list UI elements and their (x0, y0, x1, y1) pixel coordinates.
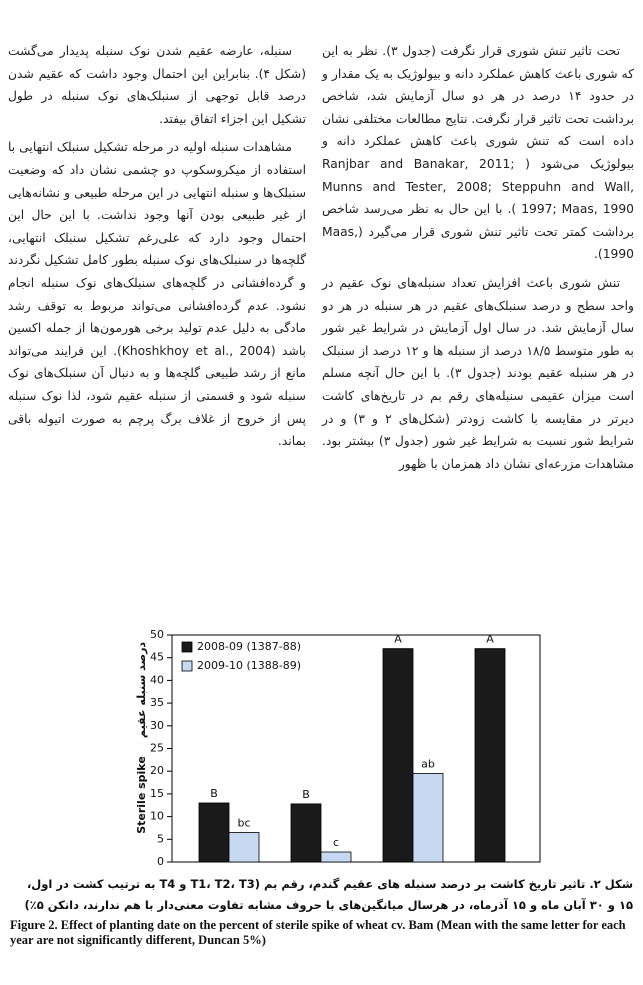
y-tick-label: 50 (150, 628, 164, 641)
y-axis-label: Sterile spike (135, 756, 148, 834)
y-tick-label: 45 (150, 651, 164, 664)
legend-label: 2008-09 (1387-88) (197, 640, 301, 653)
legend-label: 2009-10 (1388-89) (197, 659, 301, 672)
significance-letter: bc (237, 816, 250, 829)
significance-letter: B (210, 787, 218, 800)
significance-letter: B (302, 788, 310, 801)
text-column: سنبله، عارضه عقیم شدن نوک سنبله پدیدار م… (8, 40, 306, 459)
bar (382, 648, 414, 863)
significance-letter: A (486, 633, 494, 646)
bar (320, 851, 352, 863)
y-tick-label: 5 (157, 832, 164, 845)
caption-fa: شکل ۲. تاثیر تاریخ کاشت بر درصد سنبله ها… (24, 877, 633, 912)
caption-en: Figure 2. Effect of planting date on the… (10, 918, 626, 947)
y-tick-label: 30 (150, 719, 164, 732)
y-tick-label: 0 (157, 855, 164, 868)
paragraph: تنش شوری باعث افزایش تعداد سنبله‌های نوک… (322, 275, 635, 471)
significance-letter: A (394, 633, 402, 646)
bar (474, 648, 506, 863)
bar (198, 802, 230, 863)
significance-letter: ab (421, 757, 435, 770)
y-tick-label: 15 (150, 787, 164, 800)
paragraph: مشاهدات سنبله اولیه در مرحله تشکیل سنبلک… (8, 140, 306, 449)
bar (228, 832, 260, 863)
y-axis-label: درصد سنبله عقیم (135, 642, 148, 738)
bar (290, 803, 322, 863)
legend-swatch (181, 660, 193, 672)
text-column: تحت تاثیر تنش شوری قرار نگرفت (جدول ۳). … (322, 40, 634, 481)
significance-letter: c (333, 836, 339, 849)
y-tick-label: 40 (150, 673, 164, 686)
paragraph: تحت تاثیر تنش شوری قرار نگرفت (جدول ۳). … (322, 44, 635, 262)
paragraph: سنبله، عارضه عقیم شدن نوک سنبله پدیدار م… (8, 44, 306, 126)
y-tick-label: 25 (150, 742, 164, 755)
bar (412, 773, 444, 863)
legend-swatch (181, 641, 193, 653)
y-tick-label: 20 (150, 764, 164, 777)
y-tick-label: 35 (150, 696, 164, 709)
y-tick-label: 10 (150, 810, 164, 823)
